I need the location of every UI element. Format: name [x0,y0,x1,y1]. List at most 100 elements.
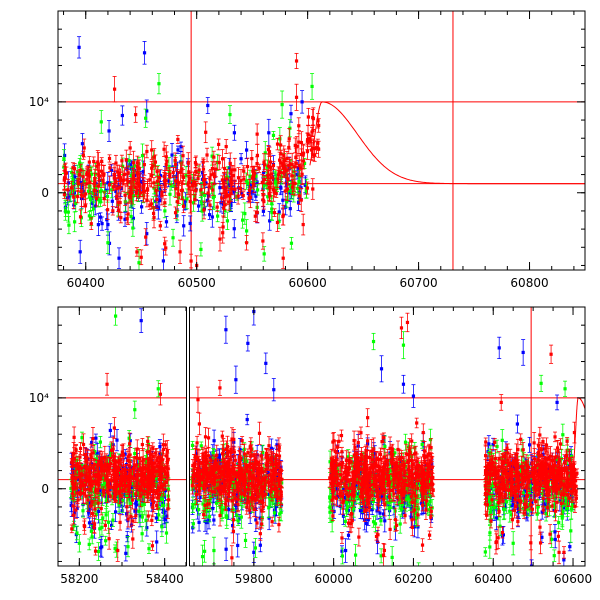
data-point [124,551,128,555]
data-point [129,214,133,219]
data-point [252,174,256,178]
data-point [115,438,119,442]
data-point [90,195,94,200]
data-point [281,165,286,169]
data-point [82,146,86,150]
data-point [145,232,149,236]
data-point [285,187,289,191]
data-point [163,242,167,246]
data-point [222,206,226,210]
data-point [162,174,166,179]
data-point [188,176,192,180]
data-point [128,439,132,443]
data-point [255,161,259,166]
data-point [228,161,232,166]
data-point [227,194,232,198]
data-point [262,170,266,175]
data-point [218,186,222,190]
data-point [169,184,173,188]
data-point [263,163,267,167]
data-point [223,178,227,182]
data-point [197,168,201,172]
data-point [155,484,159,488]
data-point [558,499,562,503]
data-point [261,198,265,202]
data-point [297,179,301,184]
data-point [261,209,266,213]
data-point [106,222,110,227]
data-point [370,507,374,512]
data-point [283,189,287,193]
data-point [149,202,154,206]
data-point [288,191,292,195]
data-point [79,168,83,172]
data-point [236,176,241,180]
data-point [238,186,243,191]
x-tick-label: 60700 [399,276,437,290]
data-point [227,200,231,204]
data-point [186,183,190,187]
data-point [346,508,350,513]
data-point [184,199,188,203]
data-point [118,200,122,205]
data-point [267,150,272,154]
data-point [66,181,70,185]
data-point [163,209,167,213]
data-point [268,219,272,223]
data-point [145,109,149,113]
data-point [262,178,266,182]
data-point [251,190,255,194]
data-point [175,200,179,204]
data-point [366,518,370,522]
data-point [392,506,396,510]
data-point [275,142,280,146]
data-point [83,204,88,208]
data-point [158,224,162,228]
data-point [196,176,200,181]
data-point [262,161,266,165]
data-point [291,181,295,185]
data-point [78,161,82,165]
data-point [317,123,321,128]
data-point [313,153,317,157]
data-point [275,475,279,479]
data-point [66,188,70,192]
data-point [91,192,95,196]
data-point [280,103,284,107]
data-point [184,174,188,178]
data-point [76,179,80,183]
data-point [253,171,257,175]
data-point [142,51,147,55]
data-point [219,458,223,463]
data-point [148,203,152,207]
data-point [276,467,281,471]
data-point [105,194,110,199]
data-point [165,159,169,163]
data-point [77,45,81,49]
data-point [221,231,225,235]
data-point [197,520,201,524]
data-point [430,462,434,466]
data-point [134,501,138,505]
data-point [170,153,174,157]
data-point [152,215,156,220]
data-point [335,487,339,491]
data-point [176,137,180,142]
data-point [180,188,184,192]
data-point [268,194,272,198]
y-tick-label: 0 [41,186,49,200]
data-point [172,174,176,179]
data-point [98,489,102,493]
data-point [71,166,75,170]
data-point [199,247,203,252]
data-point [202,208,206,212]
data-point [173,184,177,188]
series-red [62,52,321,270]
data-point [149,174,154,178]
y-tick-label: 10⁴ [29,95,49,109]
data-point [309,148,314,152]
data-point [223,208,227,213]
data-point [69,503,73,507]
data-point [224,547,228,551]
